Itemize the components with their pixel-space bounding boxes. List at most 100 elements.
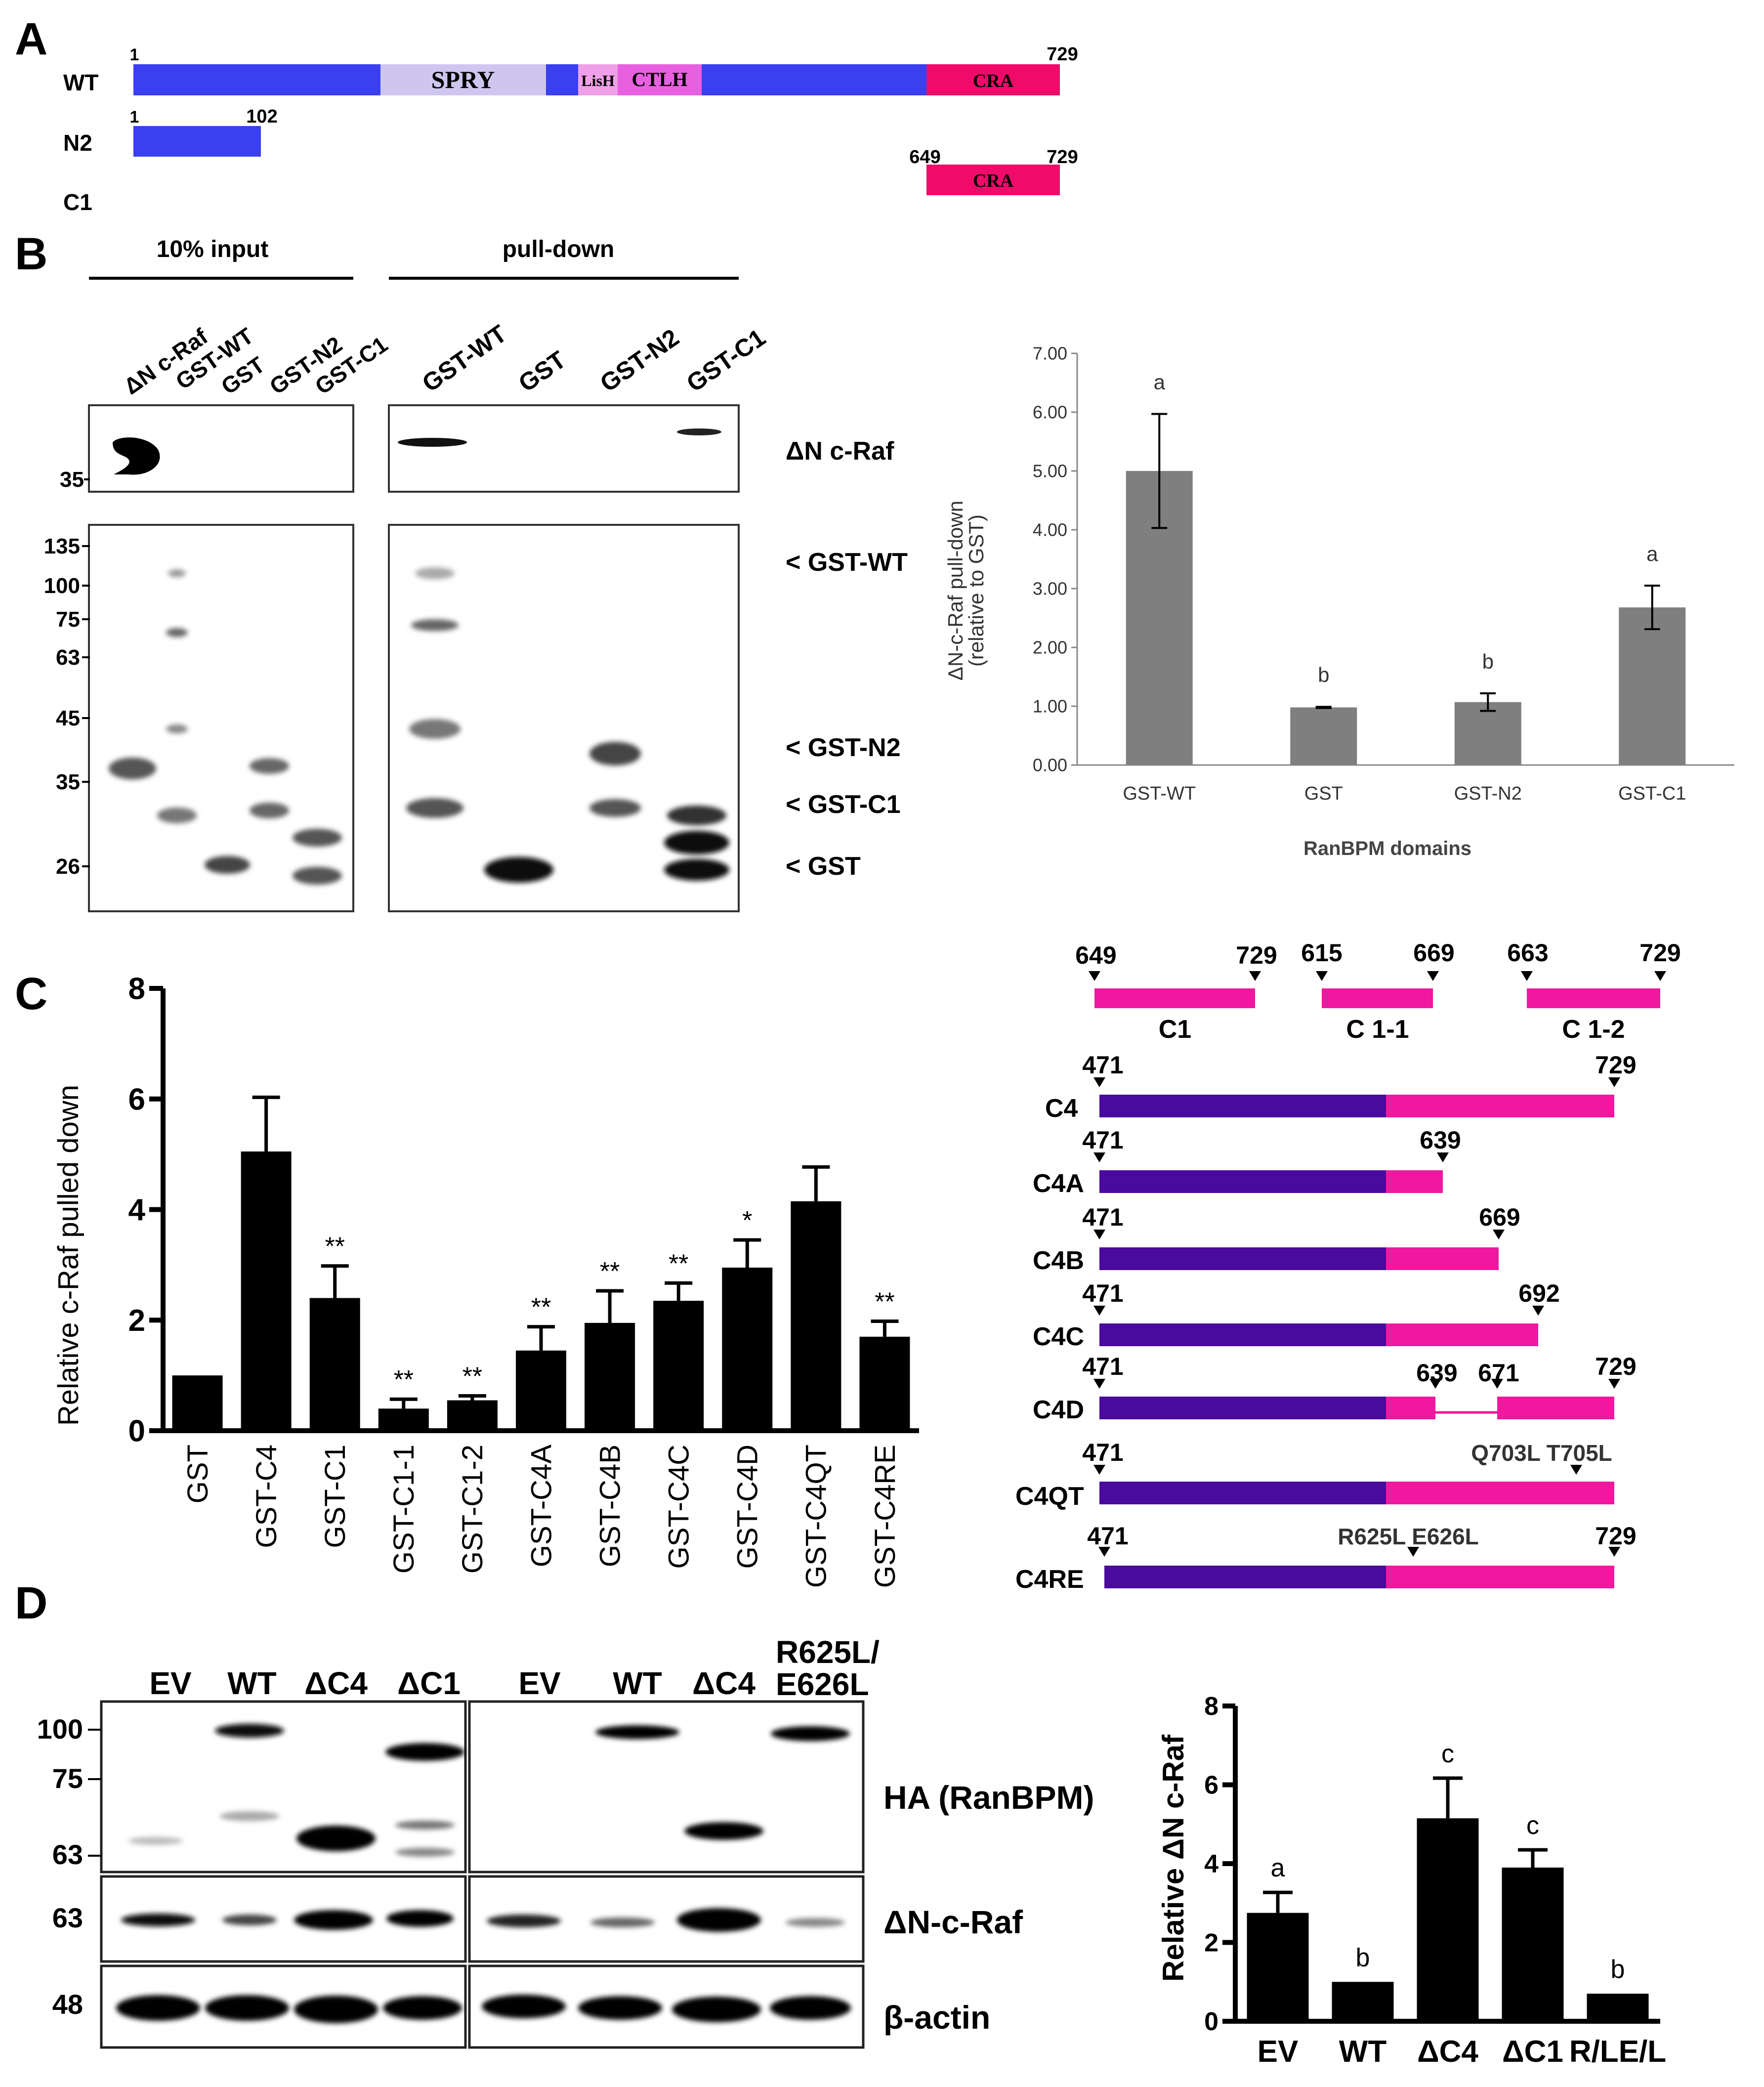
chart-d-bar-ΔC4 (1417, 1818, 1479, 2021)
chart-b-ylabel-2: (relative to GST) (965, 514, 988, 667)
chart-d-category-label: ΔC1 (1502, 2035, 1563, 2069)
band-label-dnraf: ΔN c-Raf (786, 437, 894, 466)
marker-100: 100 (44, 574, 80, 598)
band-dnraf-pd-c1 (677, 428, 721, 435)
chart-d-category-label: WT (1339, 2035, 1387, 2069)
chart-b-ylabel-1: ΔN-c-Raf pull-down (944, 501, 967, 681)
panel-d: D EV WT ΔC4 ΔC1 EV WT ΔC4 R625L/ E626L 1… (15, 1578, 1666, 2069)
wt-segment-n (133, 64, 380, 95)
chart-d-annotation: c (1441, 1740, 1454, 1768)
pulldown-group-label: pull-down (503, 236, 615, 262)
ctlh-label: CTLH (631, 68, 687, 90)
construct-c4c: C4C 471 692 (1033, 1279, 1560, 1351)
lane-right-ev: EV (518, 1665, 561, 1701)
chart-b-annotation: b (1482, 650, 1494, 673)
chart-b-annotation: b (1318, 663, 1329, 686)
panel-a: A WT N2 C1 SPRY LisH CTLH CRA 1 729 1 10… (15, 14, 1078, 215)
lish-label: LisH (581, 72, 615, 89)
svg-text:729: 729 (1595, 1051, 1636, 1079)
construct-c4a: C4A 471 639 (1033, 1126, 1461, 1198)
marker-26: 26 (56, 854, 80, 879)
d-blot-raf-right (468, 1875, 865, 1963)
d-marker-63a: 63 (52, 1839, 83, 1870)
d-marker-63b: 63 (52, 1902, 83, 1933)
row-label-n2: N2 (63, 130, 92, 156)
chart-c-annotation: ** (394, 1365, 414, 1394)
d-blot-actin-left (100, 1964, 467, 2049)
chart-b-ytick-label: 7.00 (1033, 343, 1067, 364)
svg-text:R625L E626L: R625L E626L (1338, 1524, 1479, 1549)
svg-text:729: 729 (1595, 1353, 1636, 1380)
chart-d-ytick-label: 0 (1204, 2007, 1218, 2036)
construct-c4b: C4B 471 669 (1033, 1203, 1520, 1275)
bands-pulldown-bottom (406, 567, 729, 883)
chart-c-ylabel: Relative c-Raf pulled down (52, 1085, 84, 1426)
svg-text:C4QT: C4QT (1015, 1482, 1084, 1511)
svg-text:649: 649 (1075, 941, 1116, 969)
spry-label: SPRY (431, 66, 495, 93)
chart-b-category-label: GST-C1 (1618, 783, 1686, 804)
spry-domain (380, 64, 546, 95)
d-blot-raf-left (100, 1875, 467, 1963)
lane-left-dc1: ΔC1 (397, 1665, 461, 1701)
svg-text:C4D: C4D (1033, 1396, 1084, 1424)
band-label-gstn2: < GST-N2 (786, 733, 901, 762)
chart-b-bars: a b b a (1126, 371, 1686, 765)
chart-d-ylabel: Relative ΔN c-Raf (1157, 1734, 1190, 1982)
chart-c-category-label: GST (182, 1445, 214, 1503)
lane-pd-gstwt: GST-WT (417, 320, 511, 397)
chart-b-ytick-label: 2.00 (1033, 638, 1067, 658)
lane-right-wt: WT (613, 1665, 662, 1701)
chart-c-annotation: * (742, 1206, 752, 1235)
svg-text:692: 692 (1518, 1279, 1559, 1307)
marker-45: 45 (56, 706, 80, 730)
chart-d-bar-WT (1332, 1982, 1394, 2021)
lane-left-dc4: ΔC4 (304, 1665, 368, 1701)
svg-text:729: 729 (1236, 941, 1277, 969)
chart-b-annotation: a (1154, 371, 1166, 394)
chart-d-category-label: EV (1258, 2035, 1299, 2069)
chart-c-ytick-label: 8 (128, 972, 145, 1006)
d-blot-actin-right (468, 1964, 865, 2049)
chart-c-category-label: GST-C1-1 (388, 1445, 420, 1574)
panel-b: B 10% input pull-down ΔN c-Raf GST-WT GS… (15, 229, 1734, 912)
svg-text:471: 471 (1082, 1203, 1123, 1231)
svg-text:471: 471 (1087, 1522, 1128, 1550)
chart-c-category-label: GST-C4B (594, 1445, 626, 1567)
marker-135: 135 (44, 534, 80, 558)
chart-d-ytick-label: 6 (1204, 1771, 1218, 1800)
chart-b-bar-GST-N2 (1454, 702, 1521, 765)
chart-b-ytick-label: 4.00 (1033, 520, 1067, 540)
d-marker-48: 48 (52, 1989, 83, 2020)
d-label-ha: HA (RanBPM) (883, 1779, 1094, 1816)
marker-35: 35 (56, 770, 80, 794)
svg-text:663: 663 (1507, 939, 1548, 967)
blot-input-top (88, 404, 354, 493)
chart-c-category-label: GST-C1-2 (457, 1445, 489, 1574)
chart-d-annotation: a (1271, 1854, 1285, 1882)
chart-d-bars: a b c c b (1247, 1740, 1649, 2021)
svg-text:471: 471 (1082, 1279, 1123, 1307)
n2-start: 1 (130, 108, 139, 127)
blot-pulldown-bottom (388, 524, 740, 912)
lane-left-wt: WT (227, 1665, 277, 1701)
chart-d-annotation: b (1611, 1955, 1625, 1984)
chart-d-ytick-label: 4 (1204, 1850, 1218, 1878)
chart-c-bar-GST-C4C (653, 1301, 704, 1431)
chart-c-ytick-label: 2 (128, 1304, 145, 1338)
marker-63: 63 (56, 645, 80, 670)
construct-c4re: C4RE 471 R625L E626L 729 (1015, 1522, 1637, 1594)
band-label-gstc1: < GST-C1 (786, 790, 901, 819)
construct-c4d: C4D 471 639 671 729 (1033, 1353, 1637, 1424)
chart-d-annotation: b (1356, 1943, 1370, 1972)
wt-end: 729 (1047, 44, 1078, 65)
marker-ladder-b: 135 100 75 63 45 35 26 (44, 534, 90, 879)
d-bands (116, 1724, 851, 2023)
c1-start: 649 (909, 147, 940, 168)
panel-c: C 0 2 4 6 8 GST GST-C4 GST-C1 GST-C1-1 GST-C1-2 GS… (15, 939, 1681, 1594)
chart-c-ytick-label: 0 (128, 1414, 145, 1448)
chart-c-bars: **** ****** ***** (172, 1095, 910, 1431)
chart-c-bar-GST-C1-1 (378, 1408, 429, 1431)
cra-domain-wt (926, 64, 1060, 95)
chart-c-annotation: ** (600, 1257, 620, 1286)
